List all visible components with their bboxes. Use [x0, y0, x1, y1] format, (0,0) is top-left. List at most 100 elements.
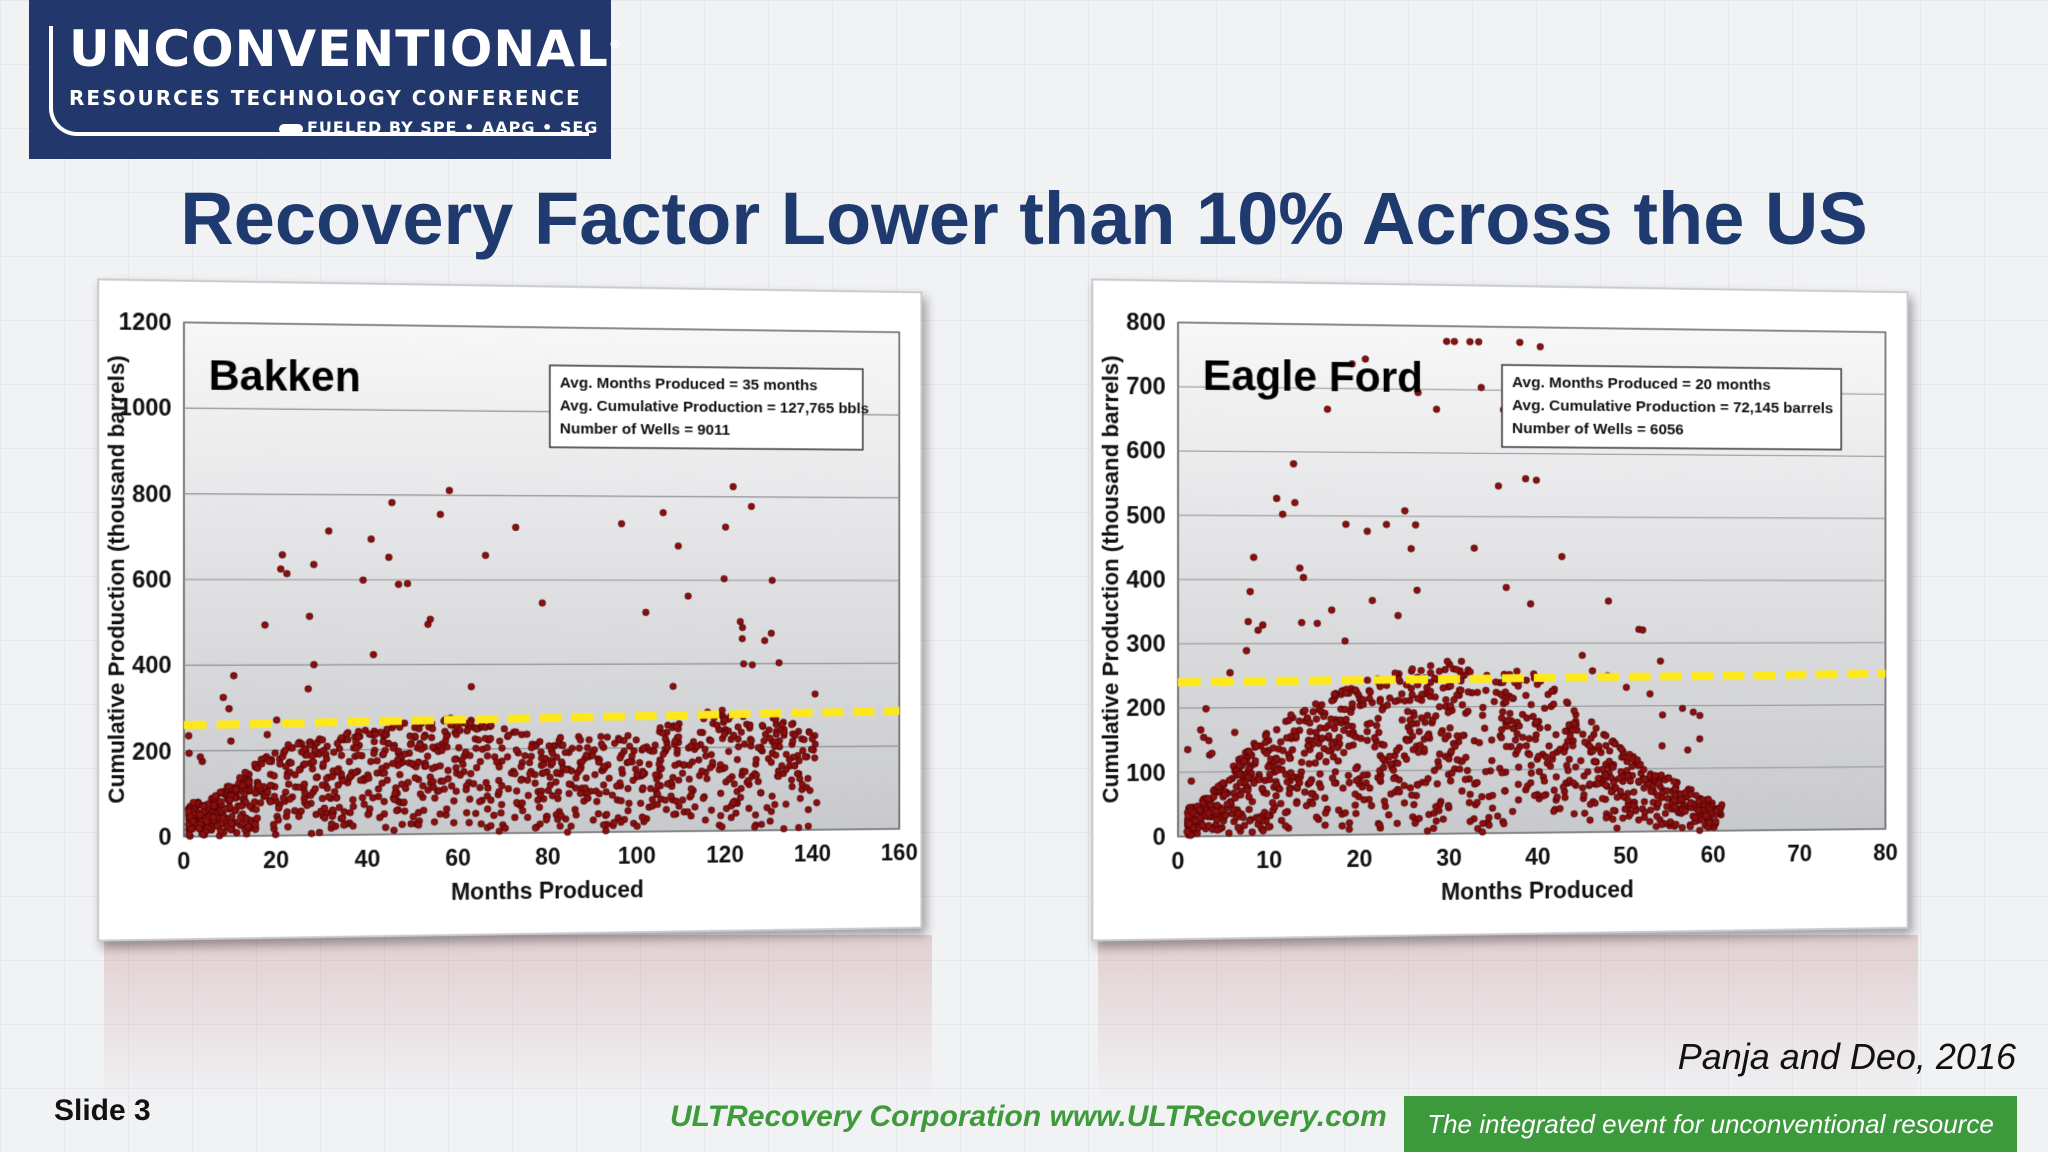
- bakken-data-point: [600, 822, 607, 829]
- bakken-data-point: [569, 745, 576, 752]
- bakken-data-point: [662, 797, 668, 804]
- bakken-data-point: [252, 821, 259, 828]
- bakken-data-point: [451, 798, 458, 805]
- eagle-ford-data-point: [1316, 752, 1323, 759]
- eagle-ford-data-point: [1452, 743, 1459, 750]
- eagle-ford-data-point: [1531, 792, 1538, 799]
- bakken-data-point: [576, 745, 583, 752]
- bakken-data-point: [557, 734, 564, 741]
- eagle-ford-data-point: [1614, 794, 1621, 801]
- bakken-data-point: [555, 795, 562, 802]
- eagle-ford-data-point: [1430, 825, 1437, 832]
- eagle-ford-y-tick-label: 100: [1126, 759, 1166, 786]
- bakken-data-point: [589, 750, 596, 757]
- bakken-data-point: [422, 760, 429, 767]
- eagle-ford-data-point: [1592, 800, 1599, 807]
- eagle-ford-data-point: [1395, 760, 1402, 767]
- eagle-ford-data-point: [1255, 627, 1262, 634]
- bakken-chart-panel: 0 200 400 600 800 1000 1200 0 20 40 60 80 100 120 140 1…: [97, 278, 923, 942]
- eagle-ford-data-point: [1603, 732, 1610, 739]
- bakken-data-point: [485, 785, 492, 792]
- bakken-data-point: [617, 755, 624, 762]
- bakken-data-point: [395, 798, 402, 805]
- eagle-ford-data-point: [1411, 801, 1418, 808]
- bakken-data-point: [437, 763, 444, 770]
- bakken-data-point: [389, 724, 396, 731]
- bakken-data-point: [629, 759, 636, 766]
- eagle-ford-data-point: [1595, 743, 1602, 750]
- bakken-data-point: [788, 721, 794, 728]
- bakken-data-point: [458, 720, 465, 727]
- eagle-ford-data-point: [1444, 658, 1451, 665]
- eagle-ford-data-point: [1658, 821, 1664, 828]
- bakken-data-point: [590, 817, 597, 824]
- bakken-x-tick-label: 100: [618, 843, 656, 869]
- eagle-ford-data-point: [1543, 754, 1550, 761]
- eagle-ford-data-point: [1713, 818, 1719, 825]
- eagle-ford-data-point: [1318, 701, 1325, 708]
- bakken-data-point: [660, 751, 666, 758]
- eagle-ford-data-point: [1342, 706, 1349, 713]
- eagle-ford-data-point: [1424, 733, 1431, 740]
- bakken-data-point: [618, 797, 625, 804]
- eagle-ford-data-point: [1664, 795, 1670, 802]
- bakken-data-point: [460, 761, 467, 768]
- bakken-data-point: [380, 733, 387, 740]
- eagle-ford-data-point: [1439, 727, 1446, 734]
- eagle-ford-data-point: [1353, 810, 1360, 817]
- eagle-ford-data-point: [1687, 823, 1693, 830]
- bakken-data-point: [625, 732, 632, 739]
- eagle-ford-data-point: [1654, 813, 1660, 820]
- eagle-ford-data-point: [1287, 769, 1294, 776]
- eagle-ford-data-point: [1514, 747, 1523, 755]
- bakken-data-point: [609, 792, 616, 799]
- eagle-ford-data-point: [1404, 708, 1411, 715]
- eagle-ford-data-point: [1506, 709, 1514, 718]
- eagle-ford-data-point: [1414, 587, 1421, 594]
- eagle-ford-data-point: [1648, 788, 1654, 795]
- eagle-ford-data-point: [1513, 667, 1522, 676]
- bakken-data-point: [704, 775, 710, 782]
- eagle-ford-data-point: [1358, 735, 1365, 742]
- bakken-data-point: [592, 771, 599, 778]
- bakken-data-point: [211, 802, 218, 809]
- eagle-ford-data-point: [1433, 713, 1440, 720]
- bakken-data-point: [676, 803, 682, 810]
- bakken-data-point: [395, 750, 402, 757]
- bakken-data-point: [773, 752, 779, 759]
- eagle-ford-data-point: [1679, 824, 1685, 831]
- eagle-ford-data-point: [1243, 647, 1250, 654]
- bakken-data-point: [566, 781, 573, 788]
- bakken-data-point: [245, 779, 252, 786]
- eagle-ford-data-point: [1659, 743, 1665, 750]
- bakken-data-point: [639, 814, 645, 821]
- bakken-data-point: [390, 795, 397, 802]
- bakken-data-point: [621, 816, 628, 823]
- eagle-ford-data-point: [1445, 804, 1452, 811]
- bakken-data-point: [316, 829, 323, 836]
- bakken-data-point: [365, 775, 372, 782]
- bakken-data-point: [589, 752, 596, 759]
- bakken-data-point: [730, 732, 736, 739]
- eagle-ford-data-point: [1489, 805, 1496, 812]
- eagle-ford-data-point: [1454, 756, 1461, 763]
- bakken-data-point: [382, 824, 389, 831]
- bakken-data-point: [461, 753, 468, 760]
- bakken-data-point: [241, 791, 248, 798]
- bakken-data-point: [805, 823, 811, 830]
- bakken-data-point: [477, 784, 484, 791]
- bakken-data-point: [429, 725, 436, 732]
- eagle-ford-data-point: [1593, 725, 1600, 732]
- bakken-data-point: [381, 731, 388, 738]
- bakken-data-point: [305, 686, 312, 693]
- bakken-data-point: [441, 718, 448, 725]
- bakken-data-point: [585, 795, 592, 802]
- eagle-ford-data-point: [1533, 719, 1540, 726]
- bakken-data-point: [407, 733, 414, 740]
- bakken-data-point: [313, 774, 320, 781]
- bakken-data-point: [611, 819, 618, 826]
- bakken-data-point: [617, 780, 624, 787]
- bakken-data-point: [783, 801, 789, 808]
- eagle-ford-data-point: [1280, 747, 1287, 754]
- eagle-ford-plot-area: [1178, 322, 1885, 836]
